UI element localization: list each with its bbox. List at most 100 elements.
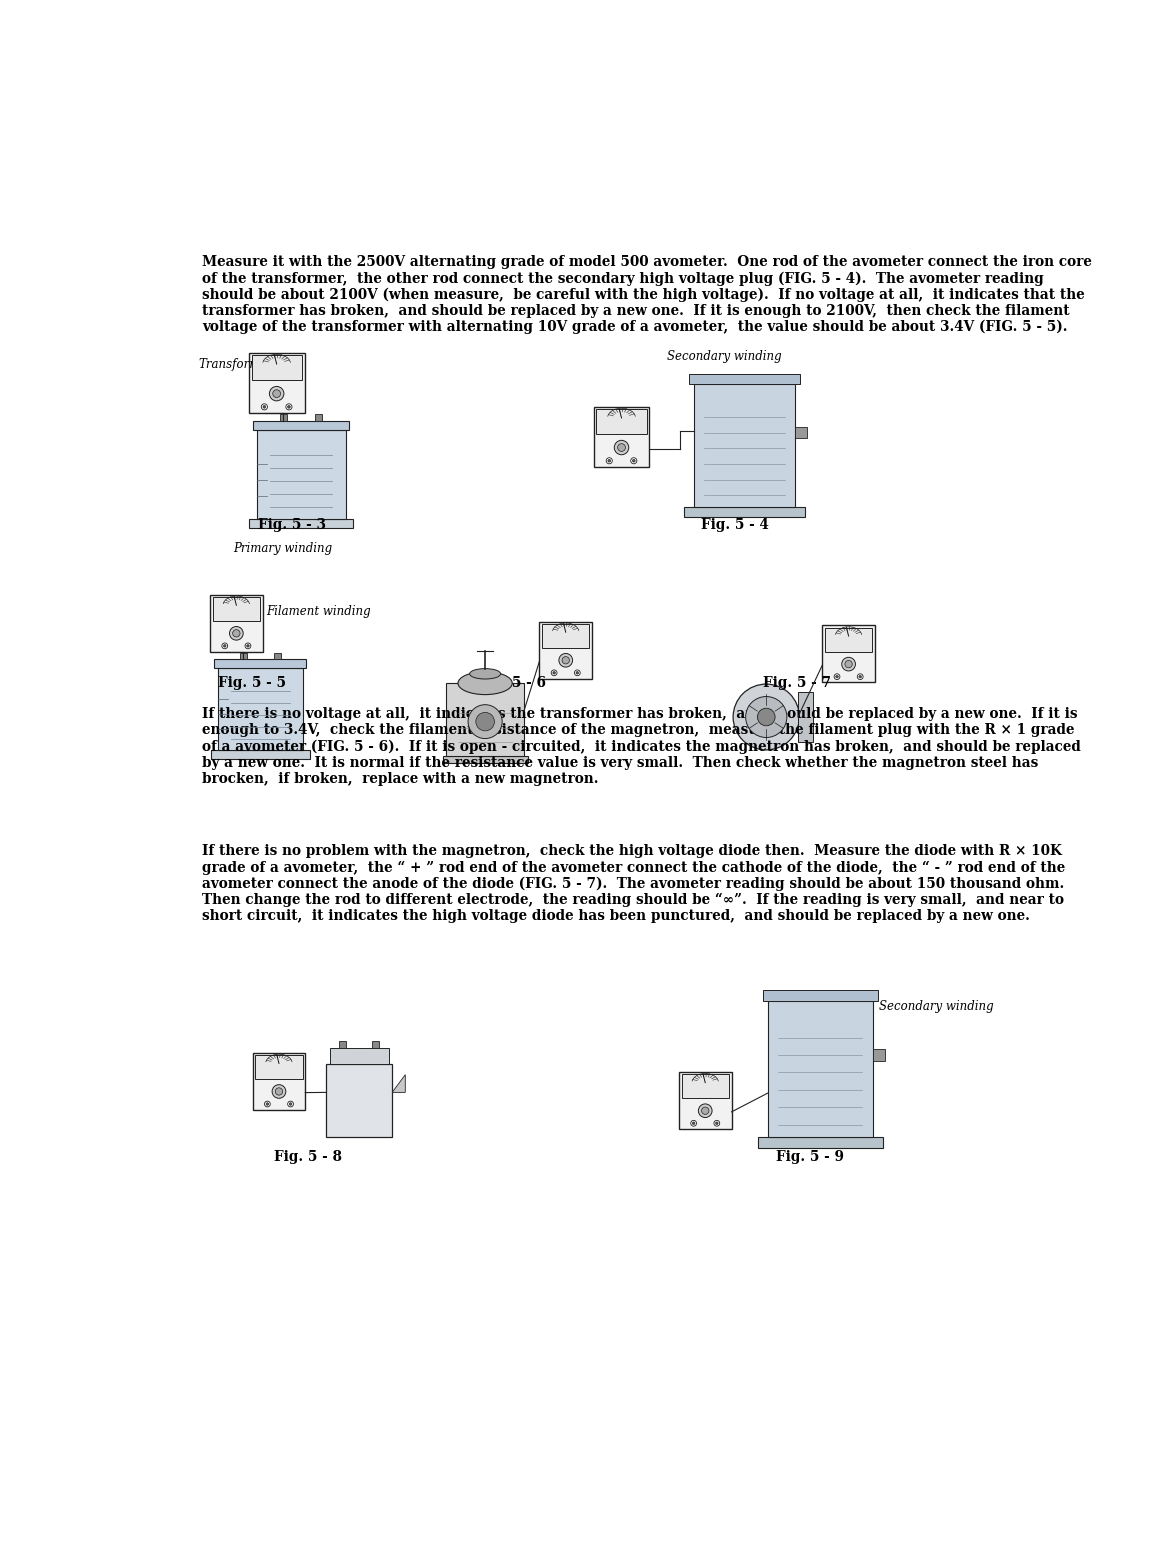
Bar (211, 751, 310, 760)
Bar (689, 375, 800, 384)
Text: avometer connect the anode of the diode (FIG. 5 - 7).  The avometer reading shou: avometer connect the anode of the diode … (202, 876, 1064, 890)
Bar (253, 421, 349, 430)
Bar (443, 755, 528, 763)
Bar (694, 384, 796, 507)
Text: brocken,  if broken,  replace with a new magnetron.: brocken, if broken, replace with a new m… (202, 772, 598, 786)
Text: Secondary winding: Secondary winding (668, 350, 782, 362)
Circle shape (287, 1102, 294, 1106)
Bar (249, 353, 304, 413)
Text: Primary winding: Primary winding (233, 542, 332, 555)
Circle shape (836, 676, 838, 678)
Bar (540, 622, 593, 679)
Bar (210, 595, 263, 651)
Ellipse shape (458, 671, 512, 695)
Text: transformer has broken,  and should be replaced by a new one.  If it is enough t: transformer has broken, and should be re… (202, 303, 1070, 317)
Text: Measure it with the 2500V alternating grade of model 500 avometer.  One rod of t: Measure it with the 2500V alternating gr… (202, 255, 1092, 269)
Text: Transformer: Transformer (198, 359, 273, 371)
Bar (251, 356, 302, 381)
Circle shape (714, 1120, 719, 1127)
Circle shape (845, 660, 852, 668)
Text: Fig. 5 - 5: Fig. 5 - 5 (218, 676, 286, 690)
Circle shape (576, 671, 579, 674)
Circle shape (692, 1122, 695, 1125)
Bar (824, 628, 873, 651)
Bar (240, 653, 247, 659)
Bar (253, 1052, 306, 1110)
Bar (255, 1055, 303, 1078)
Circle shape (468, 704, 503, 738)
Circle shape (247, 645, 249, 646)
Circle shape (262, 404, 267, 410)
Bar (873, 1049, 886, 1061)
Bar (214, 659, 307, 668)
Circle shape (746, 696, 786, 738)
Circle shape (263, 406, 266, 409)
Circle shape (615, 440, 628, 455)
Text: of a avometer (FIG. 5 - 6).  If it is open - circuited,  it indicates the magnet: of a avometer (FIG. 5 - 6). If it is ope… (202, 740, 1082, 754)
Circle shape (276, 1088, 282, 1096)
Circle shape (289, 1103, 292, 1105)
Circle shape (476, 712, 495, 730)
Text: Fig. 5 - 8: Fig. 5 - 8 (274, 1150, 342, 1164)
Circle shape (842, 657, 856, 671)
Circle shape (559, 654, 573, 667)
Bar (594, 407, 649, 466)
Bar (796, 427, 807, 438)
Circle shape (272, 1085, 286, 1099)
Circle shape (606, 458, 612, 463)
Text: should be about 2100V (when measure,  be careful with the high voltage).  If no : should be about 2100V (when measure, be … (202, 287, 1085, 301)
Circle shape (270, 387, 284, 401)
Text: Fig. 5 - 7: Fig. 5 - 7 (763, 676, 831, 690)
Circle shape (859, 676, 861, 678)
Circle shape (552, 671, 556, 674)
Bar (339, 1041, 346, 1047)
Circle shape (834, 674, 839, 679)
Bar (256, 430, 346, 519)
Text: by a new one.  It is normal if the resistance value is very small.  Then check w: by a new one. It is normal if the resist… (202, 755, 1039, 769)
Bar (446, 684, 523, 755)
Text: Secondary winding: Secondary winding (879, 999, 994, 1013)
Text: of the transformer,  the other rod connect the secondary high voltage plug (FIG.: of the transformer, the other rod connec… (202, 272, 1043, 286)
Circle shape (233, 629, 240, 637)
Circle shape (286, 404, 292, 410)
Text: Fig. 5 - 4: Fig. 5 - 4 (701, 517, 769, 531)
Text: If there is no problem with the magnetron,  check the high voltage diode then.  : If there is no problem with the magnetro… (202, 844, 1062, 858)
Bar (542, 623, 589, 648)
Circle shape (266, 1103, 269, 1105)
Circle shape (287, 406, 291, 409)
Circle shape (264, 1102, 270, 1106)
Text: Fig. 5 - 6: Fig. 5 - 6 (478, 676, 547, 690)
Bar (372, 1041, 379, 1047)
Circle shape (699, 1103, 713, 1117)
Circle shape (273, 390, 280, 398)
Text: enough to 3.4V,  check the filament resistance of the magnetron,  measure the fi: enough to 3.4V, check the filament resis… (202, 723, 1075, 737)
Circle shape (701, 1106, 709, 1114)
Bar (212, 597, 261, 620)
Bar (596, 409, 647, 434)
Bar (798, 692, 813, 743)
Circle shape (221, 643, 227, 648)
Bar (249, 519, 353, 528)
Text: Fig. 5 - 3: Fig. 5 - 3 (258, 517, 326, 531)
Bar (315, 413, 323, 421)
Circle shape (246, 643, 251, 648)
Circle shape (758, 709, 775, 726)
Circle shape (229, 626, 243, 640)
Bar (758, 1138, 883, 1148)
Circle shape (858, 674, 864, 679)
Circle shape (691, 1120, 696, 1127)
Bar (330, 1047, 389, 1064)
Text: short circuit,  it indicates the high voltage diode has been punctured,  and sho: short circuit, it indicates the high vol… (202, 909, 1030, 923)
Circle shape (574, 670, 580, 676)
Bar (681, 1074, 729, 1099)
Bar (679, 1072, 731, 1128)
Bar (763, 990, 877, 1001)
Circle shape (631, 458, 636, 463)
Circle shape (716, 1122, 718, 1125)
Bar (768, 1001, 873, 1138)
Bar (684, 507, 805, 517)
Text: Then change the rod to different electrode,  the reading should be “∞”.  If the : Then change the rod to different electro… (202, 892, 1064, 908)
Bar (326, 1064, 392, 1136)
Text: Filament winding: Filament winding (266, 605, 371, 618)
Ellipse shape (469, 668, 500, 679)
